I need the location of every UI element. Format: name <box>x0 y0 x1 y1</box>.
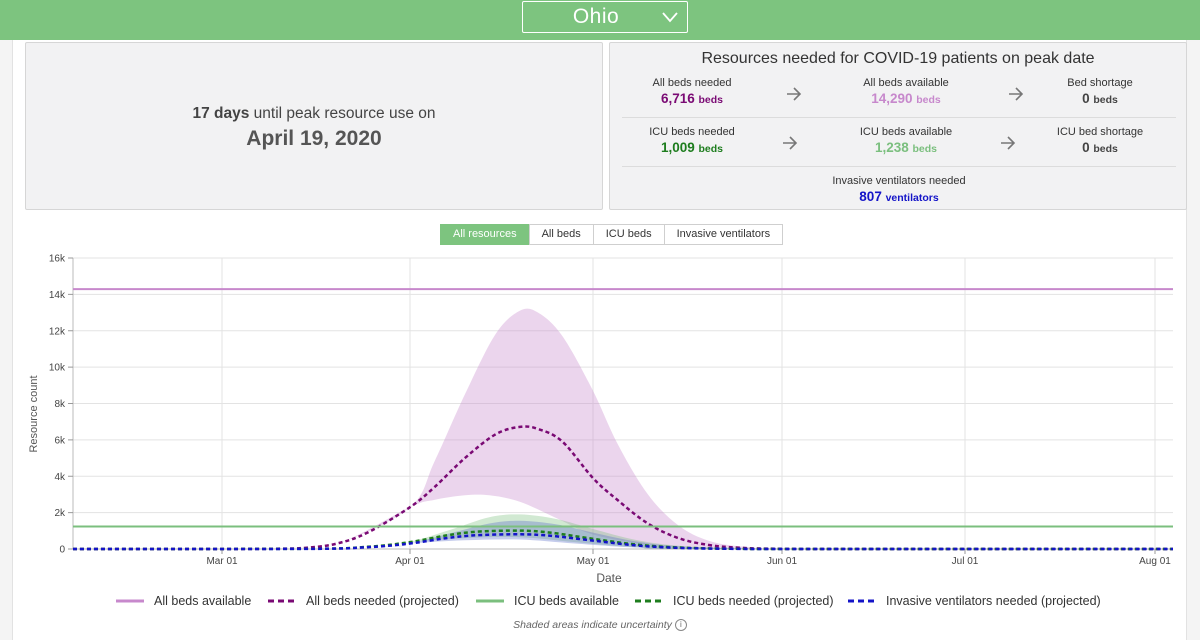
state-dropdown-value: Ohio <box>572 5 620 28</box>
resources-panel: Resources needed for COVID-19 patients o… <box>609 42 1187 210</box>
icu-bed-shortage-unit: beds <box>1093 143 1118 155</box>
icu-beds-needed-value: 1,009 <box>660 140 695 155</box>
all-beds-available-unit: beds <box>916 94 941 106</box>
all-beds-uncertainty-band <box>73 308 1173 549</box>
x-tick-label: Apr 01 <box>395 556 425 567</box>
icu-beds-available-value: 1,238 <box>874 140 909 155</box>
y-axis-title: Resource count <box>28 375 40 452</box>
resources-title: Resources needed for COVID-19 patients o… <box>701 50 1095 67</box>
icu-beds-available-label: ICU beds available <box>859 126 953 138</box>
bed-shortage-unit: beds <box>1093 94 1118 106</box>
all-beds-available-value-row: 14,290 beds <box>826 91 986 106</box>
all-beds-available: All beds available 14,290 beds <box>826 77 986 106</box>
x-tick-label: May 01 <box>577 556 610 567</box>
icu-beds-needed-value-row: 1,009 beds <box>612 140 772 155</box>
y-tick-label: 16k <box>49 254 66 265</box>
icu-beds-needed-label: ICU beds needed <box>649 126 735 138</box>
legend-label: ICU beds needed (projected) <box>673 594 834 608</box>
ventilators-uncertainty-band <box>73 520 1173 549</box>
days-until-peak: 17 days until peak resource use on <box>26 105 602 123</box>
ventilators-needed: Invasive ventilators needed 807 ventilat… <box>819 175 979 204</box>
arrow-right-icon <box>1001 136 1016 150</box>
all-beds-needed-value: 6,716 <box>660 91 695 106</box>
bed-shortage-value: 0 <box>1082 91 1090 106</box>
y-tick-label: 2k <box>54 508 66 519</box>
legend-icu-beds-needed[interactable]: ICU beds needed (projected) <box>635 593 834 609</box>
y-tick-label: 4k <box>54 472 66 483</box>
x-tick-label: Jul 01 <box>952 556 979 567</box>
resource-chart: 0 2k 4k 6k 8k 10k 12k 14k 16k Mar 01 Apr 01 May 01 J… <box>28 254 1173 585</box>
icu-beds-uncertainty-band <box>73 514 1173 549</box>
all-beds-needed-unit: beds <box>698 94 724 106</box>
legend-swatch <box>476 599 504 603</box>
y-tick-label: 8k <box>54 399 66 410</box>
ventilators-needed-unit: ventilators <box>885 192 939 204</box>
legend-label: All beds needed (projected) <box>306 594 459 608</box>
right-margin <box>1186 40 1200 640</box>
legend-swatch <box>116 599 144 603</box>
legend-icu-beds-available[interactable]: ICU beds available <box>476 593 619 609</box>
icu-bed-shortage-value: 0 <box>1082 140 1090 155</box>
x-axis-title: Date <box>596 571 622 585</box>
state-dropdown[interactable]: Ohio <box>522 1 688 33</box>
top-bar: Ohio <box>0 0 1200 40</box>
uncertainty-note: Shaded areas indicate uncertainty i <box>0 619 1200 632</box>
peak-panel: 17 days until peak resource use on April… <box>25 42 603 210</box>
divider <box>622 117 1176 118</box>
all-beds-needed-value-row: 6,716 beds <box>612 91 772 106</box>
y-tick-label: 14k <box>49 290 66 301</box>
ventilators-needed-label: Invasive ventilators needed <box>832 175 966 187</box>
bed-shortage-label: Bed shortage <box>1067 77 1133 89</box>
legend-ventilators-needed[interactable]: Invasive ventilators needed (projected) <box>848 593 1101 609</box>
ventilators-needed-value: 807 <box>859 189 882 204</box>
all-beds-available-value: 14,290 <box>871 91 913 106</box>
all-beds-needed-label: All beds needed <box>652 77 732 89</box>
icu-bed-shortage: ICU bed shortage 0 beds <box>1020 126 1180 155</box>
peak-date: April 19, 2020 <box>246 127 382 150</box>
bed-shortage-value-row: 0 beds <box>1020 91 1180 106</box>
y-tick-label: 12k <box>49 326 66 337</box>
arrow-right-icon <box>787 87 802 101</box>
tab-invasive-ventilators[interactable]: Invasive ventilators <box>663 224 784 245</box>
icu-beds-available-unit: beds <box>912 143 938 155</box>
legend-swatch <box>268 599 296 603</box>
arrow-right-icon <box>783 136 798 150</box>
x-tick-label: Jun 01 <box>767 556 797 567</box>
icu-beds-needed: ICU beds needed 1,009 beds <box>612 126 772 155</box>
bed-shortage: Bed shortage 0 beds <box>1020 77 1180 106</box>
tab-icu-beds[interactable]: ICU beds <box>592 224 665 245</box>
icu-beds-available-value-row: 1,238 beds <box>826 140 986 155</box>
arrow-right-icon <box>1009 87 1024 101</box>
y-tick-label: 10k <box>49 363 66 374</box>
legend-swatch <box>848 599 876 603</box>
x-tick-label: Mar 01 <box>206 556 238 567</box>
legend-label: Invasive ventilators needed (projected) <box>886 594 1101 608</box>
all-beds-needed: All beds needed 6,716 beds <box>612 77 772 106</box>
y-tick-label: 6k <box>54 435 66 446</box>
days-text: until peak resource use on <box>249 105 436 122</box>
icu-beds-needed-unit: beds <box>698 143 724 155</box>
days-count: 17 days <box>192 105 250 122</box>
all-beds-available-label: All beds available <box>863 77 949 89</box>
ventilators-needed-value-row: 807 ventilators <box>819 189 979 204</box>
legend-swatch <box>635 599 663 603</box>
uncertainty-note-text: Shaded areas indicate uncertainty <box>513 619 672 631</box>
icu-bed-shortage-value-row: 0 beds <box>1020 140 1180 155</box>
x-tick-label: Aug 01 <box>1139 556 1171 567</box>
info-icon[interactable]: i <box>674 619 687 632</box>
legend-all-beds-available[interactable]: All beds available <box>116 593 251 609</box>
y-tick-label: 0 <box>59 545 65 556</box>
tab-all-beds[interactable]: All beds <box>528 224 594 245</box>
legend-label: All beds available <box>154 594 252 608</box>
tab-all-resources[interactable]: All resources <box>440 224 530 245</box>
icu-beds-available: ICU beds available 1,238 beds <box>826 126 986 155</box>
left-margin <box>0 40 13 640</box>
chevron-down-icon <box>662 12 678 23</box>
chart-tabs: All resources All beds ICU beds Invasive… <box>440 224 784 245</box>
legend-all-beds-needed[interactable]: All beds needed (projected) <box>268 593 459 609</box>
icu-bed-shortage-label: ICU bed shortage <box>1056 126 1144 138</box>
legend-label: ICU beds available <box>514 594 619 608</box>
divider <box>622 166 1176 167</box>
